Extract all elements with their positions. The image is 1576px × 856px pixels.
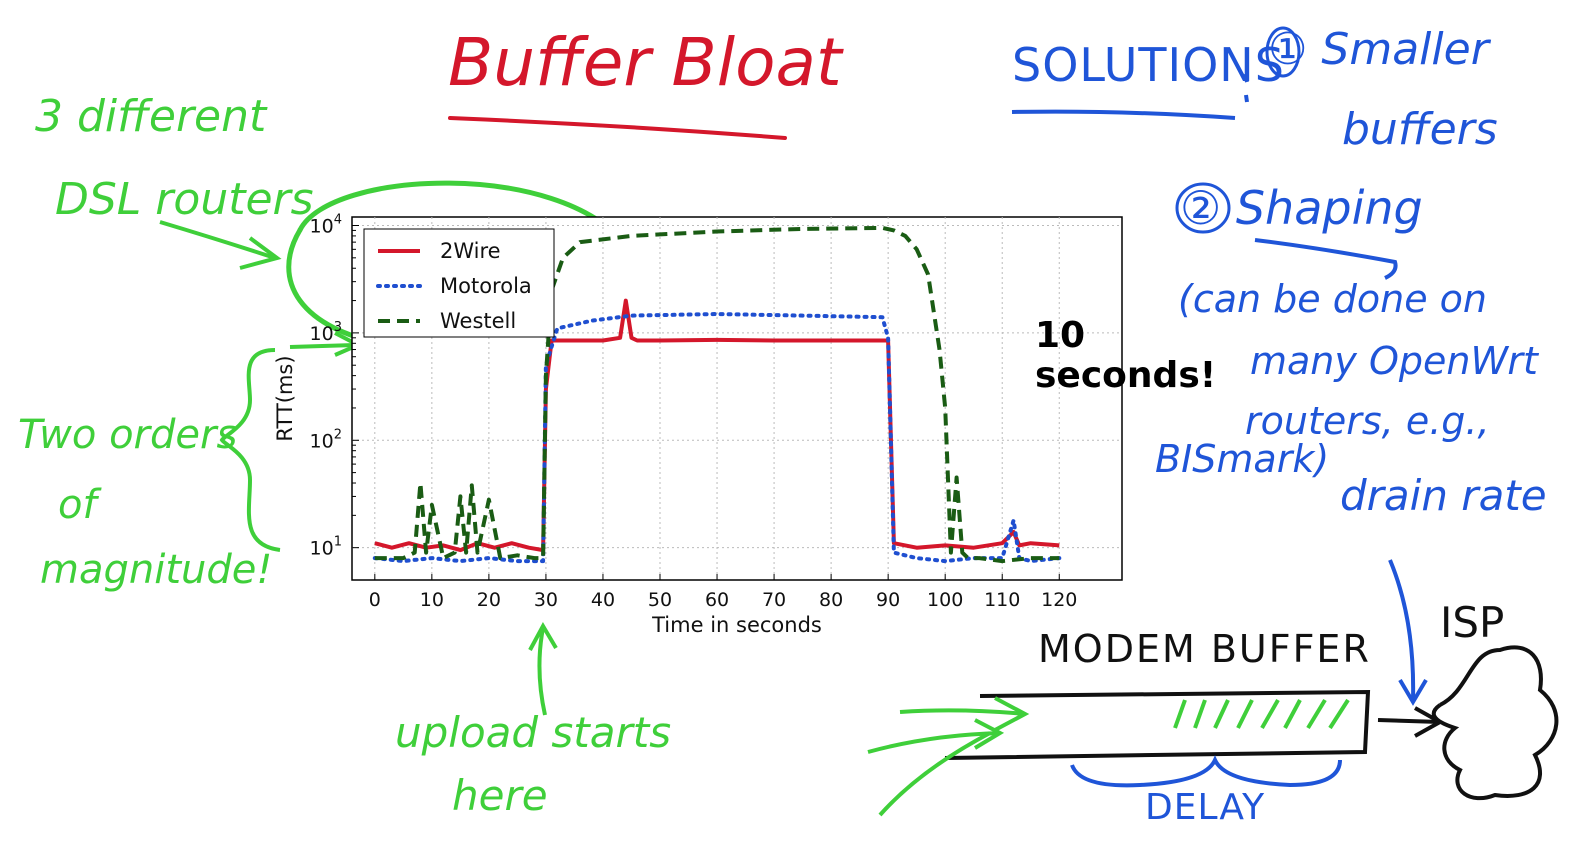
delay-brace <box>1070 755 1342 788</box>
x-tick-label: 0 <box>369 589 381 611</box>
shaping-note-line-3: routers, e.g., <box>1245 399 1490 443</box>
solution-1-line-1: ① Smaller <box>1268 24 1489 75</box>
x-tick-label: 120 <box>1041 589 1077 611</box>
solution-2: ② Shaping <box>1180 181 1423 235</box>
x-tick-label: 40 <box>591 589 615 611</box>
rtt-chart: 0 10 20 30 40 50 60 70 80 90 100 110 120 101 102 103 104… <box>273 213 1123 635</box>
x-tick-label: 20 <box>477 589 501 611</box>
shaping-note-line-4: BISmark) <box>1155 437 1330 481</box>
y-tick-label: 101 <box>310 535 342 560</box>
x-tick-label: 90 <box>876 589 900 611</box>
dsl-arrow <box>159 220 276 260</box>
callout-line-1: 10 <box>1035 315 1086 356</box>
legend-label: 2Wire <box>440 239 501 263</box>
x-tick-label: 60 <box>705 589 729 611</box>
dsl-note-line-1: 3 different <box>35 91 267 142</box>
x-tick-label: 100 <box>927 589 963 611</box>
magnitude-brace <box>219 348 281 552</box>
magnitude-note-line-2: of <box>58 482 97 528</box>
series-line-westell <box>374 225 1060 564</box>
x-axis-label: Time in seconds <box>651 613 822 635</box>
y-tick-label: 104 <box>310 213 342 238</box>
upload-note-line-1: upload starts <box>395 708 672 757</box>
x-tick-label: 70 <box>762 589 786 611</box>
x-tick-label: 110 <box>984 589 1020 611</box>
magnitude-note-line-1: Two orders <box>18 412 238 458</box>
x-tick-label: 80 <box>819 589 843 611</box>
x-tick-label: 30 <box>534 589 558 611</box>
isp-label: ISP <box>1440 598 1505 647</box>
buffer-hatching <box>1173 698 1350 730</box>
isp-cloud <box>1431 645 1559 801</box>
drain-arrow <box>1388 559 1416 701</box>
y-tick-label: 103 <box>310 320 342 345</box>
upload-arrow <box>537 627 547 716</box>
modem-buffer-label: MODEM BUFFER <box>1038 627 1371 671</box>
x-tick-label: 10 <box>420 589 444 611</box>
modem-buffer-tube <box>944 689 1371 760</box>
dsl-note-line-2: DSL routers <box>55 174 314 225</box>
legend-label: Westell <box>440 309 516 333</box>
series-line-motorola <box>372 312 1062 564</box>
x-tick-label: 50 <box>648 589 672 611</box>
drain-rate-note: drain rate <box>1340 471 1547 520</box>
solution-1-line-2: buffers <box>1342 104 1498 155</box>
shaping-note-line-1: (can be done on <box>1178 277 1487 321</box>
title: Buffer Bloat <box>448 24 842 101</box>
delay-label: DELAY <box>1145 787 1266 828</box>
magnitude-note-line-3: magnitude! <box>40 547 273 593</box>
solutions-heading: SOLUTIONS <box>1012 38 1285 92</box>
upload-note-line-2: here <box>452 771 548 820</box>
legend-box <box>363 228 555 338</box>
callout-line-2: seconds! <box>1035 355 1217 397</box>
y-axis-label: RTT(ms) <box>273 355 297 441</box>
y-tick-label: 102 <box>310 427 342 452</box>
legend-label: Motorola <box>440 274 532 298</box>
ten-seconds-callout: 10 seconds! <box>1035 315 1217 397</box>
shaping-note-line-2: many OpenWrt <box>1250 339 1538 383</box>
